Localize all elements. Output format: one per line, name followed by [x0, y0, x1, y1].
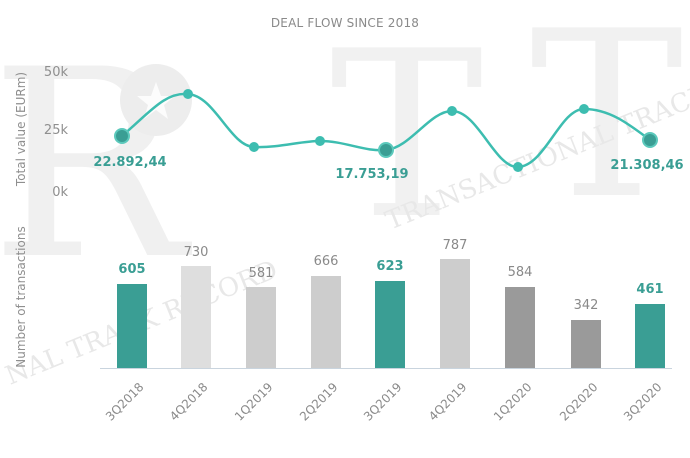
- bar-label-2Q2020: 342: [573, 298, 599, 313]
- x-tick-4Q2019: 4Q2019: [426, 380, 470, 424]
- data-point-3Q2018[interactable]: [114, 128, 130, 144]
- line-chart: [114, 89, 658, 172]
- x-axis-baseline: [100, 368, 672, 369]
- value-label-3Q2020: 21.308,46: [610, 158, 684, 173]
- x-tick-4Q2018: 4Q2018: [167, 380, 211, 424]
- bar-label-1Q2020: 584: [507, 265, 533, 280]
- data-point-4Q2019[interactable]: [447, 106, 457, 116]
- y-tick-25k: 25k: [43, 123, 68, 138]
- data-point-1Q2020[interactable]: [513, 162, 523, 172]
- bar-label-2Q2019: 666: [313, 254, 339, 269]
- y-tick-0k: 0k: [52, 185, 68, 200]
- bar-2Q2020[interactable]: [571, 320, 601, 368]
- data-point-1Q2019[interactable]: [249, 142, 259, 152]
- data-point-2Q2020[interactable]: [579, 104, 589, 114]
- x-tick-2Q2019: 2Q2019: [297, 380, 341, 424]
- bar-label-3Q2020: 461: [636, 282, 664, 297]
- bar-3Q2018[interactable]: [117, 284, 147, 368]
- x-tick-3Q2018: 3Q2018: [103, 380, 147, 424]
- bar-1Q2019[interactable]: [246, 287, 276, 368]
- bar-label-4Q2019: 787: [442, 238, 468, 253]
- data-point-2Q2019[interactable]: [315, 136, 325, 146]
- y-tick-50k: 50k: [43, 65, 68, 80]
- bar-y-axis-label: Number of transactions: [14, 226, 28, 368]
- bar-4Q2019[interactable]: [440, 259, 470, 368]
- data-point-3Q2019[interactable]: [378, 142, 394, 158]
- bar-label-3Q2019: 623: [376, 259, 404, 274]
- x-tick-3Q2020: 3Q2020: [621, 380, 665, 424]
- data-point-3Q2020[interactable]: [642, 132, 658, 148]
- bar-label-4Q2018: 730: [183, 245, 209, 260]
- bar-2Q2019[interactable]: [311, 276, 341, 368]
- bar-3Q2019[interactable]: [375, 281, 405, 368]
- bar-label-3Q2018: 605: [118, 262, 146, 277]
- x-tick-2Q2020: 2Q2020: [557, 380, 601, 424]
- bar-label-1Q2019: 581: [248, 266, 274, 281]
- value-label-3Q2019: 17.753,19: [335, 167, 409, 182]
- data-point-4Q2018[interactable]: [183, 89, 193, 99]
- bar-1Q2020[interactable]: [505, 287, 535, 368]
- chart-title: DEAL FLOW SINCE 2018: [270, 16, 420, 30]
- x-tick-1Q2019: 1Q2019: [232, 380, 276, 424]
- x-tick-3Q2019: 3Q2019: [361, 380, 405, 424]
- bar-4Q2018[interactable]: [181, 266, 211, 368]
- bar-3Q2020[interactable]: [635, 304, 665, 368]
- x-tick-1Q2020: 1Q2020: [491, 380, 535, 424]
- value-label-3Q2018: 22.892,44: [93, 155, 167, 170]
